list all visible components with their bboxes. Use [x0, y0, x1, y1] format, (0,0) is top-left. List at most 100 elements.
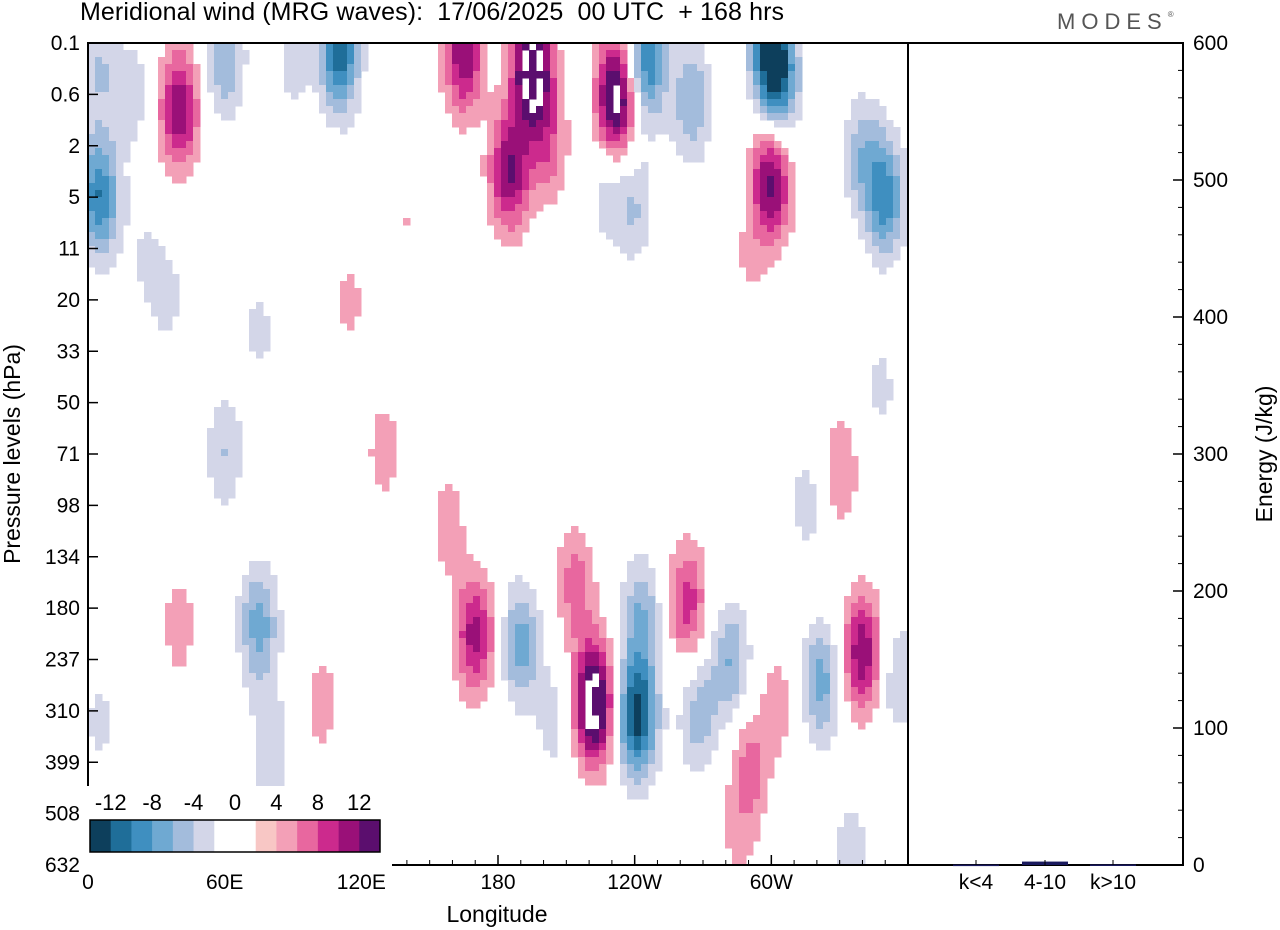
heat-cell — [445, 57, 453, 65]
heat-cell — [851, 848, 859, 856]
heat-cell — [319, 78, 327, 86]
heat-cell — [466, 50, 474, 58]
heat-cell — [487, 148, 495, 156]
heat-cell — [95, 218, 103, 226]
heat-cell — [529, 92, 537, 100]
heat-cell — [543, 708, 551, 716]
heat-cell — [165, 281, 173, 289]
heat-cell — [606, 43, 614, 51]
heat-cell — [354, 50, 362, 58]
heat-cell — [802, 484, 810, 492]
heat-cell — [641, 694, 649, 702]
heat-cell — [648, 750, 656, 758]
heat-cell — [536, 652, 544, 660]
y-tick-label: 508 — [45, 803, 80, 826]
heat-cell — [571, 750, 579, 758]
heat-cell — [683, 99, 691, 107]
heat-cell — [340, 99, 348, 107]
heat-cell — [830, 729, 838, 737]
heat-cell — [767, 722, 775, 730]
heat-cell — [718, 659, 726, 667]
heat-cell — [613, 218, 621, 226]
heat-cell — [816, 624, 824, 632]
heat-cell — [620, 127, 628, 135]
heat-cell — [95, 246, 103, 254]
heat-cell — [676, 99, 684, 107]
heat-cell — [564, 127, 572, 135]
heat-cell — [879, 134, 887, 142]
heat-cell — [473, 589, 481, 597]
heat-cell — [123, 120, 131, 128]
heat-cell — [648, 715, 656, 723]
heat-cell — [466, 638, 474, 646]
heat-cell — [851, 176, 859, 184]
heat-cell — [641, 736, 649, 744]
heat-cell — [767, 162, 775, 170]
heat-cell — [676, 92, 684, 100]
heat-cell — [613, 127, 621, 135]
heat-cell — [837, 498, 845, 506]
heat-cell — [704, 743, 712, 751]
heat-cell — [228, 470, 236, 478]
heat-cell — [627, 771, 635, 779]
heat-cell — [473, 43, 481, 51]
heat-cell — [662, 78, 670, 86]
heat-cell — [487, 92, 495, 100]
heat-cell — [627, 736, 635, 744]
heat-cell — [886, 260, 894, 268]
heat-cell — [102, 64, 110, 72]
heat-cell — [872, 589, 880, 597]
heat-cell — [480, 631, 488, 639]
heat-cell — [795, 512, 803, 520]
heat-cell — [837, 449, 845, 457]
y-tick-label: 11 — [58, 238, 80, 261]
heat-cell — [186, 169, 194, 177]
heat-cell — [739, 260, 747, 268]
heat-cell — [214, 85, 222, 93]
heat-cell — [690, 78, 698, 86]
heat-cell — [704, 666, 712, 674]
heat-cell — [865, 617, 873, 625]
heat-cell — [739, 617, 747, 625]
heat-cell — [620, 596, 628, 604]
heat-cell — [466, 99, 474, 107]
heat-cell — [690, 113, 698, 121]
heat-cell — [627, 197, 635, 205]
heat-cell — [753, 806, 761, 814]
heat-cell — [690, 547, 698, 555]
heat-cell — [277, 771, 285, 779]
heat-cell — [641, 666, 649, 674]
heat-cell — [291, 92, 299, 100]
heat-cell — [634, 176, 642, 184]
heat-cell — [543, 176, 551, 184]
heat-cell — [865, 232, 873, 240]
heat-cell — [249, 673, 257, 681]
heat-cell — [102, 225, 110, 233]
heat-cell — [886, 176, 894, 184]
heat-cell — [571, 708, 579, 716]
heat-cell — [676, 547, 684, 555]
heat-cell — [263, 666, 271, 674]
heat-cell — [697, 50, 705, 58]
heat-cell — [466, 71, 474, 79]
heat-cell — [872, 659, 880, 667]
heat-cell — [648, 722, 656, 730]
heat-cell — [865, 120, 873, 128]
heat-cell — [102, 127, 110, 135]
heat-cell — [228, 456, 236, 464]
heat-cell — [732, 841, 740, 849]
heat-cell — [795, 477, 803, 485]
heat-cell — [872, 687, 880, 695]
heat-cell — [529, 169, 537, 177]
heat-cell — [263, 330, 271, 338]
heat-cell — [389, 435, 397, 443]
heat-cell — [697, 120, 705, 128]
heat-cell — [592, 78, 600, 86]
heat-cell — [277, 778, 285, 786]
heat-cell — [501, 162, 509, 170]
heat-cell — [711, 638, 719, 646]
heat-cell — [522, 120, 530, 128]
heat-cell — [193, 141, 201, 149]
heat-cell — [508, 106, 516, 114]
heat-cell — [452, 631, 460, 639]
